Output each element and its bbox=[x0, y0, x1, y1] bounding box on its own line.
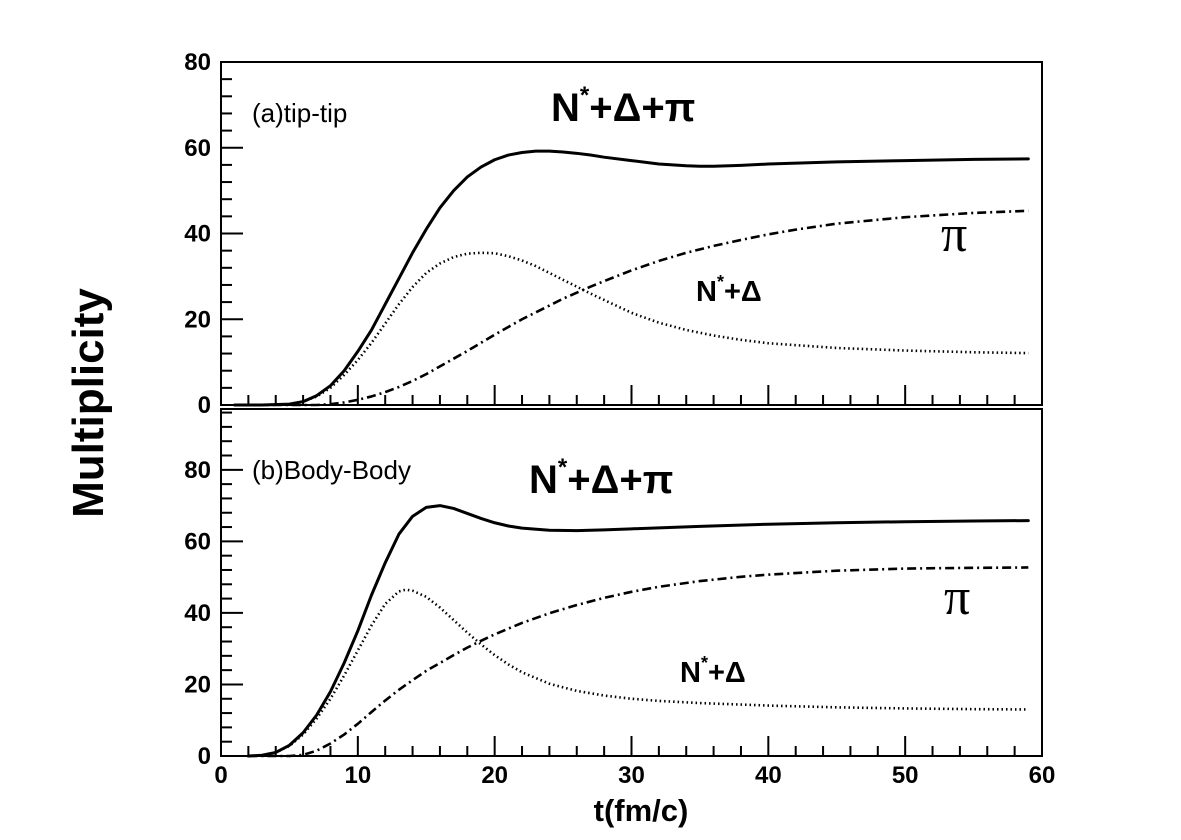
panel-a-pion-annotation: π bbox=[941, 206, 967, 263]
panel-b-resonance-annotation: N*+Δ bbox=[680, 653, 746, 689]
x-tick-label: 60 bbox=[1029, 762, 1056, 789]
panel-a-y-tick-label: 40 bbox=[184, 221, 211, 248]
x-tick-labels: 0 10 20 30 40 50 60 bbox=[214, 762, 1055, 789]
panel-b-curves bbox=[246, 504, 1030, 758]
panel-b-y-ticks: 0 20 40 60 80 bbox=[184, 411, 243, 770]
panel-a-y-ticks: 0 20 40 60 80 bbox=[184, 49, 243, 419]
panel-b-y-tick-label: 80 bbox=[184, 457, 211, 484]
panel-a-series-resonance bbox=[234, 251, 1029, 407]
panel-b-label: (b)Body-Body bbox=[252, 455, 411, 485]
panel-a-curves bbox=[233, 149, 1030, 407]
panel-a-total-sup: * bbox=[580, 82, 590, 109]
x-tick-label: 0 bbox=[214, 762, 227, 789]
panel-a-series-pion bbox=[234, 209, 1029, 407]
panel-a-resonance-sup: * bbox=[717, 272, 724, 292]
panel-b-total-base: N bbox=[529, 458, 558, 502]
panel-b-y-tick-label: 60 bbox=[184, 528, 211, 555]
panel-a-series-total bbox=[233, 149, 1030, 407]
panel-b-series-total bbox=[246, 504, 1030, 758]
panel-a-total-annotation: N*+Δ+π bbox=[551, 82, 695, 130]
x-tick-label: 20 bbox=[481, 762, 508, 789]
panel-a-total-base: N bbox=[551, 86, 580, 130]
x-tick-label: 10 bbox=[344, 762, 371, 789]
panel-b-resonance-rest: +Δ bbox=[708, 657, 746, 689]
x-tick-label: 30 bbox=[618, 762, 645, 789]
panel-a-resonance-annotation: N*+Δ bbox=[696, 272, 762, 308]
panel-b-y-tick-label: 20 bbox=[184, 671, 211, 698]
x-tick-label: 40 bbox=[755, 762, 782, 789]
panel-a-y-tick-label: 0 bbox=[198, 392, 211, 419]
panel-a-label: (a)tip-tip bbox=[252, 98, 347, 128]
x-axis-title: t(fm/c) bbox=[594, 793, 689, 828]
panel-b-total-sup: * bbox=[558, 454, 568, 481]
y-axis-title: Multiplicity bbox=[64, 288, 113, 518]
panel-a-resonance-base: N bbox=[696, 276, 717, 308]
panel-a-total-rest: +Δ+π bbox=[589, 86, 695, 130]
panel-b-total-annotation: N*+Δ+π bbox=[529, 454, 673, 502]
panel-a-y-tick-label: 20 bbox=[184, 306, 211, 333]
panel-b-pion-annotation: π bbox=[944, 569, 970, 626]
panel-b-resonance-base: N bbox=[680, 657, 701, 689]
panel-b-y-tick-label: 40 bbox=[184, 600, 211, 627]
panel-b-x-ticks bbox=[220, 736, 1043, 756]
panel-b-resonance-sup: * bbox=[701, 653, 708, 673]
panel-b-series-pion bbox=[248, 566, 1029, 758]
panel-b-total-rest: +Δ+π bbox=[567, 458, 673, 502]
panel-b-y-tick-label: 0 bbox=[198, 743, 211, 770]
panel-a-resonance-rest: +Δ bbox=[724, 276, 762, 308]
panel-a-y-tick-label: 80 bbox=[184, 49, 211, 76]
x-tick-label: 50 bbox=[892, 762, 919, 789]
panel-a-y-tick-label: 60 bbox=[184, 135, 211, 162]
